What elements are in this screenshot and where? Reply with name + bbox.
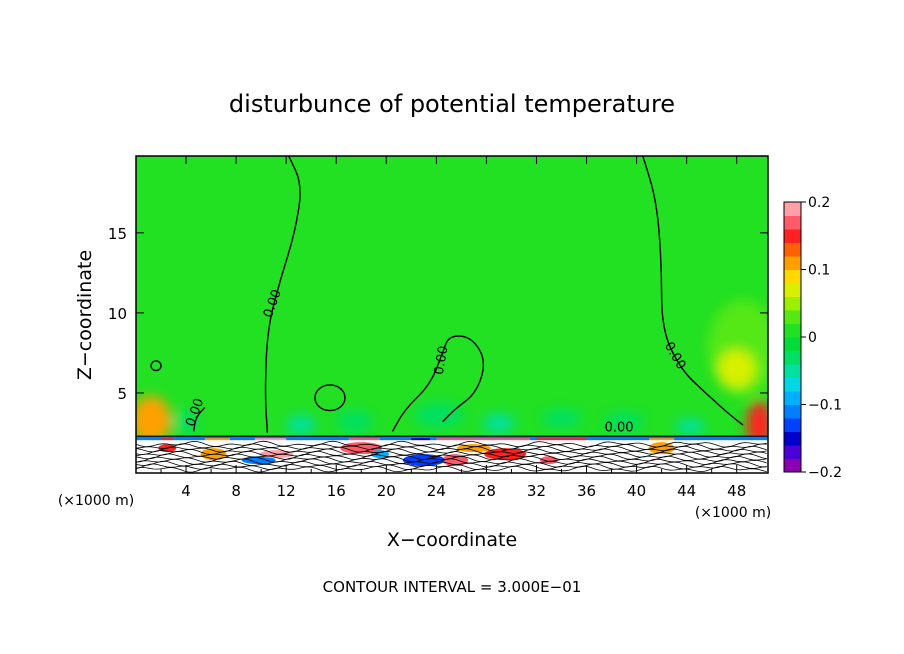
colorbar-swatch bbox=[784, 202, 801, 216]
x-tick-label: 8 bbox=[231, 482, 241, 500]
zero-contour bbox=[192, 406, 206, 432]
field-patch bbox=[173, 410, 199, 433]
field-patch bbox=[717, 349, 756, 389]
surface-cell bbox=[340, 442, 383, 455]
contour-interval-note: CONTOUR INTERVAL = 3.000E−01 bbox=[323, 578, 582, 596]
colorbar-swatch bbox=[784, 404, 801, 419]
x-tick-label: 16 bbox=[327, 482, 346, 500]
colorbar-swatch bbox=[784, 256, 801, 270]
colorbar-swatch bbox=[784, 445, 801, 459]
colorbar-swatch bbox=[784, 364, 801, 378]
colorbar-label: −0.1 bbox=[808, 398, 842, 414]
colorbar-swatch bbox=[784, 337, 801, 351]
colorbar-swatch bbox=[784, 377, 801, 392]
contour-label: 0.00 bbox=[605, 420, 634, 435]
x-tick-label: 4 bbox=[181, 482, 191, 500]
colorbar-swatch bbox=[784, 323, 801, 338]
zero-contour bbox=[642, 156, 744, 426]
field-patch bbox=[675, 418, 706, 435]
y-tick-label: 5 bbox=[117, 385, 127, 403]
colorbar-label: 0.1 bbox=[808, 263, 830, 279]
colorbar-swatch bbox=[784, 350, 801, 365]
colorbar-label: −0.2 bbox=[808, 465, 842, 481]
x-axis-label: X−coordinate bbox=[387, 529, 517, 551]
x-tick-label: 36 bbox=[577, 482, 596, 500]
surface-cell bbox=[456, 444, 491, 453]
colorbar-label: 0 bbox=[808, 330, 817, 346]
colorbar-swatch bbox=[784, 215, 801, 230]
x-tick-label: 20 bbox=[377, 482, 396, 500]
surface-contour bbox=[136, 448, 767, 456]
colorbar-swatch bbox=[784, 242, 801, 257]
field-patch bbox=[482, 413, 516, 433]
zero-contour bbox=[264, 156, 301, 434]
colorbar-swatch bbox=[784, 269, 801, 284]
field-patch bbox=[336, 410, 374, 433]
field-patch bbox=[136, 396, 172, 445]
x-unit-right: (×1000 m) bbox=[695, 505, 771, 521]
colorbar-swatch bbox=[784, 458, 801, 473]
colorbar-label: 0.2 bbox=[808, 195, 830, 211]
x-tick-label: 24 bbox=[427, 482, 446, 500]
y-tick-label: 10 bbox=[108, 305, 127, 323]
x-tick-label: 12 bbox=[277, 482, 296, 500]
colorbar-swatch bbox=[784, 310, 801, 324]
surface-cell bbox=[539, 456, 558, 465]
zero-contour bbox=[391, 335, 485, 432]
y-tick-label: 15 bbox=[108, 225, 127, 243]
colorbar-swatch bbox=[784, 391, 801, 405]
plot-frame bbox=[135, 155, 769, 474]
x-tick-label: 48 bbox=[727, 482, 746, 500]
colorbar-swatch bbox=[784, 229, 801, 243]
x-tick-label: 44 bbox=[677, 482, 696, 500]
x-tick-label: 40 bbox=[627, 482, 646, 500]
zero-contour-loop bbox=[150, 360, 162, 372]
contour-label: 0.00 bbox=[432, 345, 452, 376]
y-axis-label: Z−coordinate bbox=[74, 250, 96, 380]
x-tick-label: 32 bbox=[527, 482, 546, 500]
colorbar-swatch bbox=[784, 431, 801, 446]
x-tick-label: 28 bbox=[477, 482, 496, 500]
surface-contour bbox=[136, 450, 767, 458]
field-patch bbox=[541, 408, 582, 429]
colorbar-swatch bbox=[784, 283, 801, 297]
colorbar-swatch bbox=[784, 296, 801, 311]
zero-contour-loop bbox=[314, 384, 346, 412]
x-unit-left: (×1000 m) bbox=[58, 493, 134, 509]
surface-contour bbox=[136, 465, 767, 473]
field-patch bbox=[604, 412, 645, 432]
colorbar-swatch bbox=[784, 418, 801, 432]
surface-contour bbox=[136, 445, 767, 453]
surface-contour bbox=[136, 458, 767, 466]
field-patch bbox=[413, 402, 464, 429]
chart-title: disturbunce of potential temperature bbox=[229, 90, 675, 118]
surface-cell bbox=[648, 442, 675, 455]
field-patch bbox=[286, 415, 317, 435]
